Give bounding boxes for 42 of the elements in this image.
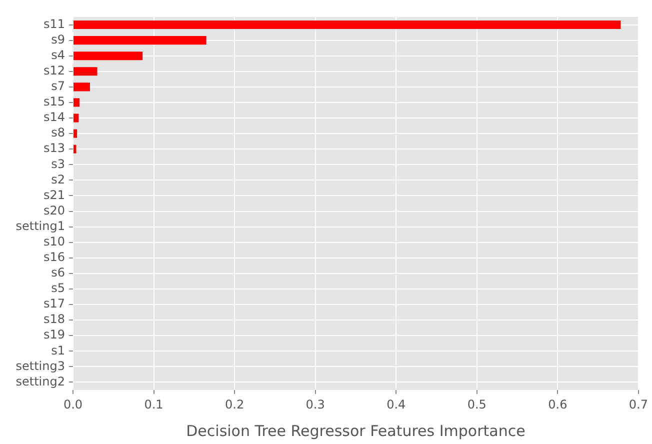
x-tick-label: 0.5 <box>467 397 486 412</box>
y-tick-label: s1 <box>51 343 65 358</box>
bar <box>74 129 78 138</box>
bar <box>74 144 76 154</box>
x-tick-label: 0.4 <box>386 397 406 412</box>
y-tick-label: s8 <box>51 126 65 140</box>
bar <box>74 98 80 107</box>
x-tick-label: 0.0 <box>63 397 83 412</box>
bar <box>74 114 79 122</box>
y-tick-label: s4 <box>51 48 65 62</box>
y-tick-label: s21 <box>43 188 65 202</box>
bar <box>74 82 90 92</box>
x-tick-label: 0.6 <box>548 397 568 412</box>
x-tick-label: 0.7 <box>628 397 648 412</box>
y-tick-label: s3 <box>51 156 65 171</box>
bar <box>74 67 98 76</box>
y-tick-label: s9 <box>51 32 65 46</box>
y-tick-label: s11 <box>43 16 65 31</box>
bar <box>74 36 206 45</box>
y-tick-label: s16 <box>43 250 65 264</box>
x-tick-label: 0.3 <box>306 397 325 412</box>
x-tick-label: 0.2 <box>225 397 244 412</box>
y-tick-label: s19 <box>43 328 65 342</box>
y-tick-label: s17 <box>43 296 65 311</box>
x-tick-label: 0.1 <box>144 397 164 412</box>
y-tick-label: s5 <box>51 281 65 296</box>
y-tick-label: s6 <box>51 266 65 280</box>
bar <box>74 52 142 60</box>
x-axis-title: Decision Tree Regressor Features Importance <box>186 422 526 440</box>
y-tick-label: s15 <box>43 94 65 109</box>
bar <box>74 20 621 30</box>
y-tick-label: s13 <box>43 141 65 156</box>
y-tick-label: s14 <box>43 110 65 124</box>
y-tick-label: s2 <box>51 172 65 186</box>
y-tick-label: s20 <box>43 203 65 218</box>
y-tick-label: setting1 <box>16 218 65 233</box>
y-tick-label: setting2 <box>16 374 65 388</box>
y-tick-label: s12 <box>43 64 65 78</box>
y-tick-label: s7 <box>51 79 65 94</box>
y-tick-label: s18 <box>43 312 65 326</box>
y-tick-label: s10 <box>43 234 65 248</box>
y-tick-label: setting3 <box>16 358 65 373</box>
